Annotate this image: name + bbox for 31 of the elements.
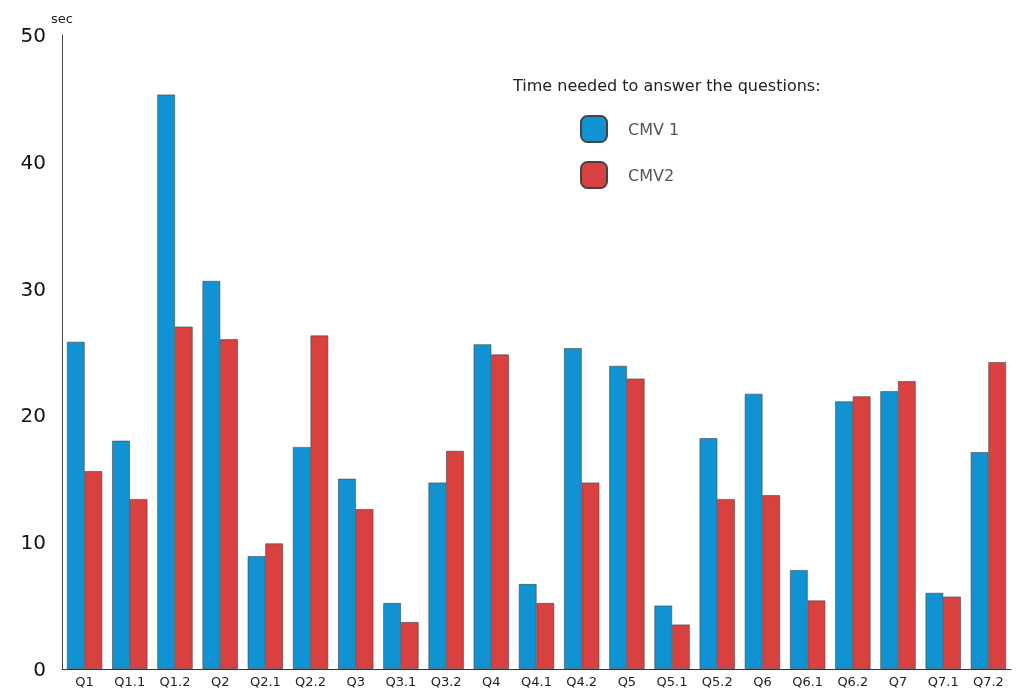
y-tick-label: 10: [20, 530, 46, 555]
x-tick-label: Q3.2: [430, 674, 462, 689]
legend-label: CMV 1: [628, 119, 680, 139]
x-tick-label: Q6.1: [792, 674, 824, 689]
y-tick-label: 20: [20, 403, 46, 428]
x-tick-label: Q6.2: [837, 674, 869, 689]
x-tick-label: Q7.2: [972, 674, 1004, 689]
x-tick-label: Q3.1: [385, 674, 417, 689]
x-tick-label: Q5.1: [656, 674, 688, 689]
y-tick-label: 50: [20, 23, 46, 47]
legend-label: CMV2: [628, 165, 675, 185]
x-tick-label: Q5: [617, 674, 637, 689]
x-tick-label: Q6: [753, 674, 772, 689]
x-tick-label: Q5.2: [701, 674, 733, 689]
x-tick-label: Q1.2: [159, 674, 191, 689]
x-tick-label: Q4: [482, 674, 501, 689]
x-tick-label: Q1.1: [114, 674, 146, 689]
x-tick-label: Q7.1: [927, 674, 959, 689]
x-tick-label: Q2.1: [249, 674, 281, 689]
y-tick-label: 0: [33, 657, 46, 681]
x-tick-label: Q2.2: [295, 674, 327, 689]
x-tick-label: Q4.2: [566, 674, 598, 689]
y-axis-title: sec: [51, 11, 73, 27]
y-tick-label: 30: [20, 276, 46, 301]
x-tick-label: Q1: [75, 674, 94, 689]
x-tick-label: Q3: [346, 674, 365, 689]
x-tick-label: Q7: [888, 674, 908, 689]
legend-title: Time needed to answer the questions:: [512, 75, 821, 95]
x-tick-label: Q4.1: [521, 674, 552, 689]
y-tick-label: 40: [20, 149, 46, 174]
x-tick-label: Q2: [210, 674, 230, 689]
